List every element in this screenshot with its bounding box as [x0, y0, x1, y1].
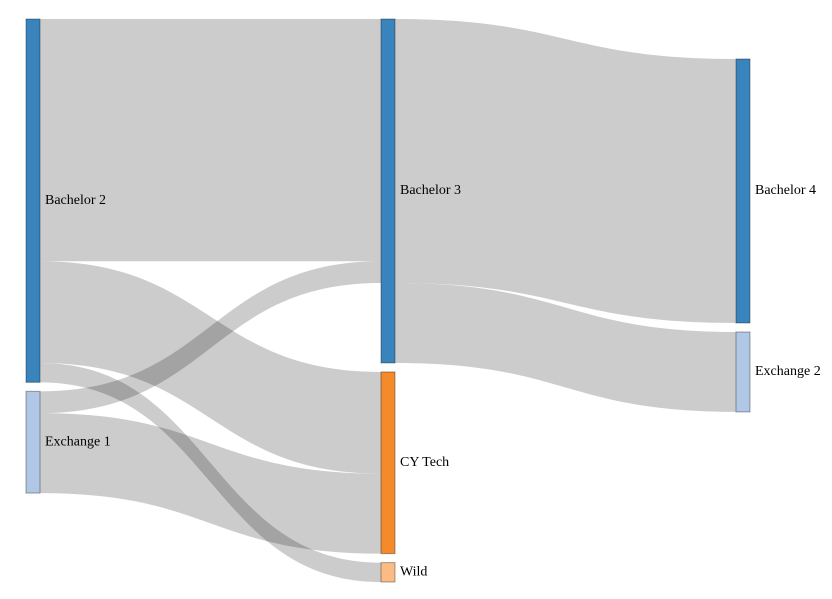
link-bachelor2-to-cytech [40, 261, 381, 474]
node-label-bachelor4: Bachelor 4 [755, 183, 816, 198]
node-exchange1 [25, 390, 41, 494]
node-exchange2 [735, 331, 751, 413]
node-label-bachelor2: Bachelor 2 [45, 193, 106, 208]
node-bachelor3 [380, 18, 396, 364]
node-wild [380, 562, 396, 583]
link-bachelor2-to-bachelor3 [40, 19, 381, 262]
node-bachelor2 [25, 18, 41, 383]
node-cytech [380, 371, 396, 555]
sankey-labels: Bachelor 2 Exchange 1 Bachelor 3 CY Tech Wil… [45, 183, 821, 579]
link-bachelor2-to-wild [40, 362, 381, 582]
node-label-cytech: CY Tech [400, 455, 449, 470]
link-exchange1-to-bachelor3 [40, 261, 381, 414]
node-label-wild: Wild [400, 565, 427, 580]
link-exchange1-to-cytech [40, 413, 381, 554]
node-label-exchange2: Exchange 2 [755, 364, 821, 379]
link-bachelor3-to-exchange2 [395, 283, 736, 412]
sankey-links [40, 19, 736, 582]
node-label-bachelor3: Bachelor 3 [400, 183, 461, 198]
node-bachelor4 [735, 58, 751, 324]
node-label-exchange1: Exchange 1 [45, 434, 111, 449]
link-bachelor3-to-bachelor4 [395, 19, 736, 323]
sankey-nodes [25, 18, 751, 583]
